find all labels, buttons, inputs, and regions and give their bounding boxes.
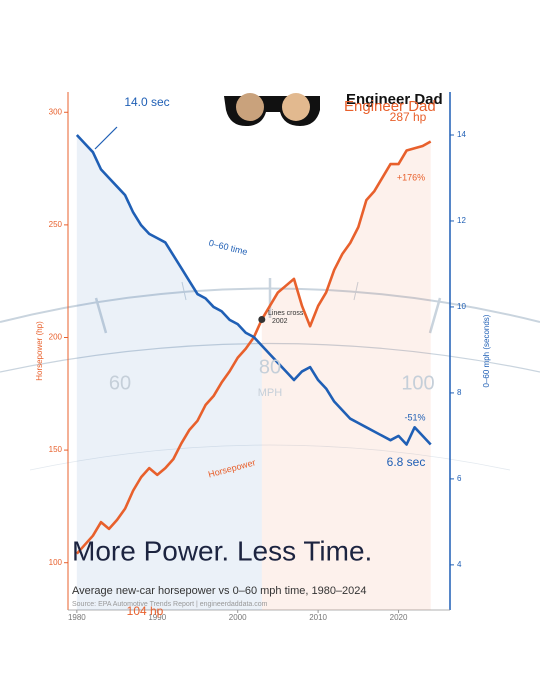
line xyxy=(75,134,432,446)
y2-axis-label: 0–60 mph (seconds) xyxy=(482,314,491,387)
annotation: 287 hp xyxy=(390,110,427,124)
y-tick-label: 100 xyxy=(49,558,63,567)
y-tick-label: 200 xyxy=(49,333,63,342)
gauge-label: MPH xyxy=(258,387,283,399)
annotation: 0–60 time xyxy=(208,238,249,257)
y2-tick-label: 6 xyxy=(457,474,462,483)
chart-title: More Power. Less Time. xyxy=(72,535,372,566)
y2-tick-label: 8 xyxy=(457,388,462,397)
annotation: +176% xyxy=(397,172,425,182)
annotation: -51% xyxy=(404,412,425,422)
plot-area: 100 150 200 250 300 4 6 8 10 12 14 1980 1990 2000 2010… xyxy=(49,92,466,622)
cross-point xyxy=(258,315,266,323)
brand: Engineer Dad xyxy=(346,91,443,108)
x-tick-label: 2000 xyxy=(229,613,247,622)
gauge-tick xyxy=(428,297,442,334)
subtitle: Average new-car horsepower vs 0–60 mph t… xyxy=(72,585,367,597)
annotation: 2002 xyxy=(272,318,288,325)
gauge-tick xyxy=(353,281,359,301)
y-tick-label: 300 xyxy=(49,107,63,116)
annotation-arrow xyxy=(94,126,118,150)
gauge-tick xyxy=(181,281,187,301)
area xyxy=(261,141,431,610)
annotation: Lines cross xyxy=(268,310,304,317)
y2-tick-label: 14 xyxy=(457,130,466,139)
gauge-arc xyxy=(0,342,540,373)
source: Source: EPA Automotive Trends Report | e… xyxy=(72,601,268,608)
gauge-label: 80 xyxy=(259,356,281,378)
area xyxy=(76,134,262,610)
face xyxy=(236,93,264,121)
y-tick-label: 250 xyxy=(49,220,63,229)
y-tick-label: 150 xyxy=(49,445,63,454)
x-tick-label: 2020 xyxy=(390,613,408,622)
y2-tick-label: 10 xyxy=(457,302,466,311)
gauge-arc xyxy=(29,444,511,471)
gauge-background xyxy=(0,278,540,471)
y-axis-label: Horsepower (hp) xyxy=(35,321,44,381)
annotation: 14.0 sec xyxy=(124,95,169,109)
x-tick-label: 1980 xyxy=(68,613,86,622)
annotation: 104 hp xyxy=(127,604,164,618)
gauge-label: 100 xyxy=(401,372,434,394)
x-tick-label: 1990 xyxy=(148,613,166,622)
logo: Engineer Dad Engineer Dad xyxy=(224,91,443,126)
x-tick-label: 2010 xyxy=(309,613,327,622)
brand-shadow: Engineer Dad xyxy=(344,98,436,115)
y2-tick-label: 4 xyxy=(457,560,462,569)
gauge-label: 60 xyxy=(109,372,131,394)
y2-tick-label: 12 xyxy=(457,216,466,225)
gauge-tick xyxy=(94,297,108,334)
face xyxy=(282,93,310,121)
annotation: 6.8 sec xyxy=(387,455,426,469)
